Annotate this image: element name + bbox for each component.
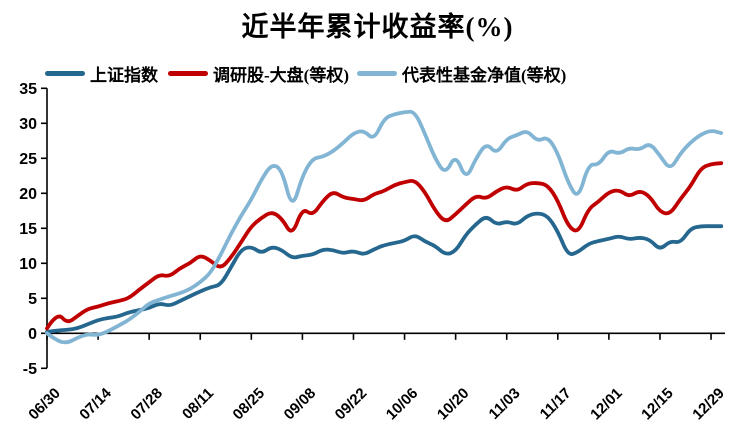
- legend-swatch: [357, 70, 397, 76]
- legend-item-fund-nav: 代表性基金净值(等权): [357, 62, 567, 85]
- legend: 上证指数 调研股-大盘(等权) 代表性基金净值(等权): [0, 62, 755, 85]
- y-axis-label: 15: [19, 221, 37, 238]
- x-axis-label: 12/15: [638, 385, 677, 424]
- legend-label: 调研股-大盘(等权): [213, 65, 349, 85]
- y-axis-label: -5: [23, 361, 37, 378]
- y-axis-label: 35: [19, 81, 37, 98]
- x-axis-label: 07/14: [76, 384, 115, 423]
- legend-label: 代表性基金净值(等权): [402, 65, 567, 85]
- y-axis-label: 5: [28, 291, 37, 308]
- x-axis-label: 08/11: [179, 385, 217, 423]
- legend-label: 上证指数: [90, 65, 158, 85]
- legend-swatch: [45, 70, 85, 76]
- x-axis-label: 10/20: [434, 385, 473, 424]
- x-axis-label: 11/03: [486, 385, 524, 423]
- series-line-0: [45, 211, 724, 334]
- x-axis-label: 10/06: [383, 385, 422, 424]
- y-axis-label: 30: [19, 116, 37, 133]
- y-axis-label: 10: [19, 256, 37, 273]
- x-axis-label: 11/17: [537, 385, 575, 423]
- y-axis-label: 25: [19, 151, 37, 168]
- legend-swatch: [168, 70, 208, 76]
- chart-title: 近半年累计收益率(%): [241, 12, 514, 42]
- x-axis-label: 09/08: [281, 385, 320, 424]
- x-axis-label: 12/01: [587, 385, 626, 424]
- x-axis-label: 12/29: [689, 385, 728, 424]
- legend-item-surveyed-stocks: 调研股-大盘(等权): [168, 62, 349, 85]
- y-axis-label: 20: [19, 186, 37, 203]
- series-line-2: [45, 109, 724, 345]
- series-line-1: [45, 161, 724, 331]
- x-axis-label: 06/30: [25, 385, 64, 424]
- y-axis-label: 0: [28, 326, 37, 343]
- x-axis-label: 09/22: [332, 385, 371, 424]
- x-axis-label: 07/28: [127, 385, 166, 424]
- x-axis-label: 08/25: [230, 385, 269, 424]
- legend-item-sse: 上证指数: [45, 62, 158, 85]
